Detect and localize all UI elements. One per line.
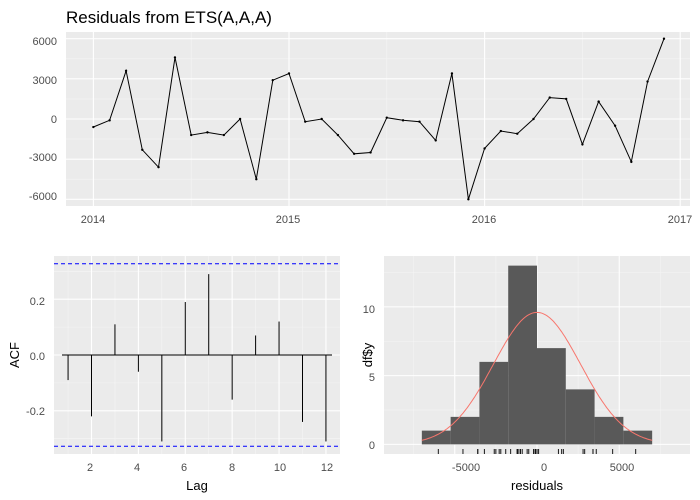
histogram-bar	[537, 348, 566, 445]
residual-point	[304, 120, 307, 123]
residual-point	[124, 69, 128, 73]
histogram-x-axis: -5000 0 5000	[452, 462, 634, 474]
residual-rug	[437, 449, 637, 454]
y-tick-label: -3000	[29, 152, 57, 164]
residual-point	[385, 116, 389, 119]
y-tick-label: 3000	[33, 75, 57, 87]
histogram-x-axis-title: residuals	[511, 478, 564, 493]
y-tick-label: 0	[369, 440, 375, 452]
residual-point	[108, 119, 111, 122]
residual-point	[401, 119, 405, 122]
residual-point	[352, 152, 356, 155]
time-plot-panel: Residuals from ETS(A,A,A) 6000 3000 0 -3…	[29, 8, 692, 226]
residual-point	[516, 132, 519, 135]
residual-point	[369, 151, 372, 154]
acf-x-axis-title: Lag	[186, 478, 208, 493]
acf-y-axis-title: ACF	[7, 342, 22, 368]
x-tick-label: 2017	[668, 214, 692, 226]
x-tick-label: 10	[274, 462, 286, 474]
residual-point	[532, 117, 535, 121]
residual-point	[336, 133, 340, 137]
residual-point	[287, 72, 291, 75]
x-tick-label: 4	[134, 462, 140, 474]
histogram-bar	[479, 361, 509, 445]
residual-point	[418, 120, 421, 123]
residual-point	[662, 37, 666, 40]
histogram-y-axis-title: df$y	[360, 342, 375, 367]
residual-point	[581, 143, 584, 146]
residual-point	[613, 124, 617, 127]
histogram-bars	[421, 265, 653, 445]
residual-point	[157, 165, 160, 169]
histogram-bar	[508, 265, 537, 445]
residual-point	[483, 147, 486, 150]
acf-bars	[54, 263, 340, 447]
normal-curve-line	[421, 311, 653, 441]
y-tick-label: 6000	[33, 36, 57, 48]
y-tick-label: 5	[369, 372, 375, 384]
x-tick-label: 6	[181, 462, 187, 474]
x-tick-label: 5000	[610, 462, 634, 474]
histogram-bar	[594, 416, 624, 445]
y-tick-label: 0	[51, 114, 57, 126]
histogram-bar	[450, 416, 480, 445]
y-tick-label: -6000	[29, 191, 57, 203]
time-plot-x-axis: 2014 2015 2016 2017	[81, 214, 692, 226]
x-tick-label: 2	[87, 462, 93, 474]
residual-point	[238, 117, 242, 121]
y-tick-label: -0.2	[26, 406, 45, 418]
residual-point	[630, 160, 633, 164]
residual-series	[92, 37, 666, 201]
x-tick-label: 0	[541, 462, 547, 474]
residual-point	[434, 139, 437, 142]
x-tick-label: -5000	[452, 462, 480, 474]
residual-point	[222, 133, 226, 137]
histogram-y-axis: 0 5 10	[363, 304, 375, 452]
x-tick-label: 2014	[81, 214, 105, 226]
residual-point	[189, 133, 193, 137]
histogram-bar	[421, 430, 451, 445]
time-plot-y-axis: 6000 3000 0 -3000 -6000	[29, 36, 57, 203]
acf-panel: 0.2 0.0 -0.2 2 4 6 8 10 12 Lag ACF	[7, 256, 340, 493]
residual-point	[646, 80, 649, 83]
x-tick-label: 2016	[472, 214, 496, 226]
y-tick-label: 0.2	[30, 296, 45, 308]
residual-point	[597, 100, 600, 103]
y-tick-label: 0.0	[30, 351, 45, 363]
residual-point	[450, 72, 454, 75]
acf-y-axis: 0.2 0.0 -0.2	[26, 296, 45, 418]
residual-point	[499, 129, 503, 133]
residual-point	[564, 97, 568, 101]
y-tick-label: 10	[363, 304, 375, 316]
x-tick-label: 8	[229, 462, 235, 474]
residual-point	[255, 178, 258, 181]
residual-point	[173, 56, 177, 59]
residual-point	[141, 148, 144, 151]
acf-x-axis: 2 4 6 8 10 12	[87, 462, 333, 474]
time-plot-grid	[66, 32, 690, 206]
residual-line	[93, 38, 665, 200]
residual-point	[467, 198, 470, 201]
x-tick-label: 2015	[276, 214, 300, 226]
x-tick-label: 12	[321, 462, 333, 474]
normal-curve	[421, 311, 653, 441]
residual-point	[271, 78, 274, 82]
histogram-panel: 0 5 10 -5000 0 5000 residuals df$y	[360, 256, 690, 493]
histogram-bar	[623, 430, 653, 445]
residual-point	[92, 125, 95, 129]
chart-title: Residuals from ETS(A,A,A)	[66, 8, 272, 27]
residual-point	[320, 117, 323, 121]
residual-point	[206, 131, 209, 134]
histogram-bar	[565, 389, 595, 445]
residual-point	[548, 96, 551, 99]
